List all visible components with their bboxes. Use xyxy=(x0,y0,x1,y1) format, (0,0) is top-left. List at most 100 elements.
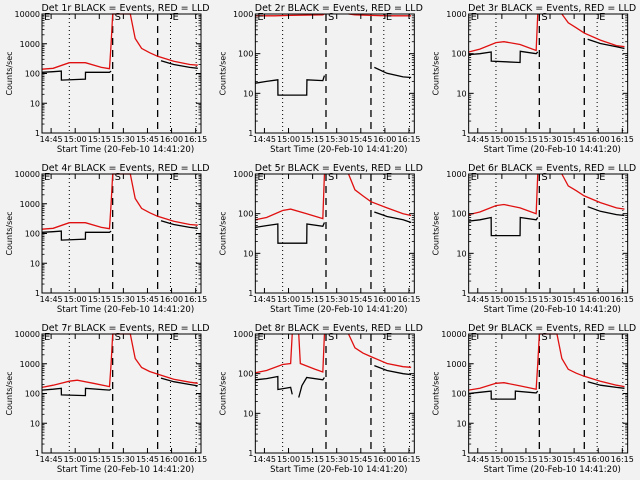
series-events xyxy=(468,381,625,400)
y-tick-label: 100 xyxy=(238,370,253,379)
start-marker-label: S xyxy=(541,172,547,183)
panel-title: Det 9r BLACK = Events, RED = LLD xyxy=(468,323,636,334)
panel-title: Det 6r BLACK = Events, RED = LLD xyxy=(468,163,636,174)
x-tick-label: 15:45 xyxy=(563,455,586,464)
y-axis-label: Counts/sec xyxy=(432,371,441,415)
y-tick-label: 10000 xyxy=(15,330,40,339)
panel-title: Det 2r BLACK = Events, RED = LLD xyxy=(255,3,423,14)
x-tick-label: 16:15 xyxy=(611,135,634,144)
y-tick-label: 100 xyxy=(25,390,40,399)
y-tick-label: 1000 xyxy=(233,330,253,339)
x-tick-label: 15:30 xyxy=(112,295,135,304)
x-tick-label: 15:15 xyxy=(514,295,537,304)
series-lld xyxy=(255,173,412,221)
x-tick-label: 15:15 xyxy=(301,135,324,144)
y-tick-label: 10 xyxy=(243,89,253,98)
y-tick-label: 100 xyxy=(25,230,40,239)
end-marker-label: E xyxy=(257,12,263,23)
x-tick-label: 14:45 xyxy=(253,135,276,144)
y-tick-label: 100 xyxy=(238,210,253,219)
x-tick-label: 15:15 xyxy=(88,455,111,464)
x-tick-label: 15:30 xyxy=(325,135,348,144)
x-tick-label: 15:45 xyxy=(136,295,159,304)
series-lld xyxy=(255,13,412,17)
x-tick-label: 15:00 xyxy=(490,135,513,144)
y-tick-label: 1000 xyxy=(233,10,253,19)
series-events xyxy=(41,377,198,397)
x-tick-label: 15:45 xyxy=(136,135,159,144)
x-axis-label: Start Time (20-Feb-10 14:41:20) xyxy=(484,145,621,155)
x-tick-label: 16:15 xyxy=(397,455,420,464)
x-tick-label: 15:30 xyxy=(539,295,562,304)
x-axis-label: Start Time (20-Feb-10 14:41:20) xyxy=(484,465,621,475)
panel-title: Det 3r BLACK = Events, RED = LLD xyxy=(468,3,636,14)
x-tick-label: 16:00 xyxy=(160,455,183,464)
x-tick-label: 15:30 xyxy=(112,135,135,144)
end-marker-label: E xyxy=(386,12,392,23)
series-events xyxy=(468,206,625,237)
end-marker-label: E xyxy=(471,172,477,183)
x-tick-label: 16:15 xyxy=(397,295,420,304)
x-axis-label: Start Time (20-Feb-10 14:41:20) xyxy=(484,305,621,315)
start-marker-label: S xyxy=(328,12,334,23)
x-tick-label: 15:00 xyxy=(490,295,513,304)
x-axis-label: Start Time (20-Feb-10 14:41:20) xyxy=(270,145,407,155)
x-tick-label: 15:00 xyxy=(64,295,87,304)
x-tick-label: 15:45 xyxy=(563,295,586,304)
y-tick-label: 1 xyxy=(462,449,467,458)
panel-title: Det 5r BLACK = Events, RED = LLD xyxy=(255,163,423,174)
series-events xyxy=(255,66,412,96)
end-marker-label: E xyxy=(172,172,178,183)
y-tick-label: 1 xyxy=(462,129,467,138)
y-tick-label: 100 xyxy=(451,50,466,59)
x-tick-label: 16:15 xyxy=(611,295,634,304)
x-tick-label: 14:45 xyxy=(40,295,63,304)
y-axis-label: Counts/sec xyxy=(218,51,227,95)
y-tick-label: 100 xyxy=(25,70,40,79)
x-tick-label: 15:30 xyxy=(325,455,348,464)
x-tick-label: 15:45 xyxy=(136,455,159,464)
y-tick-label: 100 xyxy=(238,50,253,59)
y-axis-label: Counts/sec xyxy=(5,371,14,415)
x-tick-label: 15:15 xyxy=(514,455,537,464)
y-axis-label: Counts/sec xyxy=(218,211,227,255)
y-axis-label: Counts/sec xyxy=(5,51,14,95)
y-tick-label: 10000 xyxy=(15,10,40,19)
plot-frame xyxy=(254,13,415,134)
x-tick-label: 15:30 xyxy=(112,455,135,464)
x-tick-label: 15:30 xyxy=(325,295,348,304)
y-axis-label: Counts/sec xyxy=(432,51,441,95)
end-marker-label: E xyxy=(44,332,50,343)
series-events xyxy=(41,60,198,81)
x-tick-label: 15:30 xyxy=(539,135,562,144)
plot-frame xyxy=(468,13,629,134)
end-marker-label: E xyxy=(599,12,605,23)
series-events xyxy=(468,38,625,64)
y-tick-label: 1000 xyxy=(446,170,466,179)
panel-title: Det 8r BLACK = Events, RED = LLD xyxy=(255,323,423,334)
x-tick-label: 16:15 xyxy=(397,135,420,144)
y-axis-label: Counts/sec xyxy=(218,371,227,415)
x-tick-label: 15:15 xyxy=(88,135,111,144)
y-tick-label: 100 xyxy=(451,210,466,219)
y-tick-label: 1 xyxy=(248,289,253,298)
series-events xyxy=(255,211,412,244)
end-marker-label: E xyxy=(257,172,263,183)
end-marker-label: E xyxy=(257,332,263,343)
y-tick-label: 1000 xyxy=(446,360,466,369)
end-marker-label: E xyxy=(471,12,477,23)
y-tick-label: 1 xyxy=(35,129,40,138)
end-marker-label: E xyxy=(44,172,50,183)
y-tick-label: 1000 xyxy=(20,40,40,49)
y-tick-label: 10 xyxy=(30,259,40,268)
end-marker-label: E xyxy=(599,172,605,183)
series-events xyxy=(41,220,198,241)
x-tick-label: 16:00 xyxy=(587,455,610,464)
